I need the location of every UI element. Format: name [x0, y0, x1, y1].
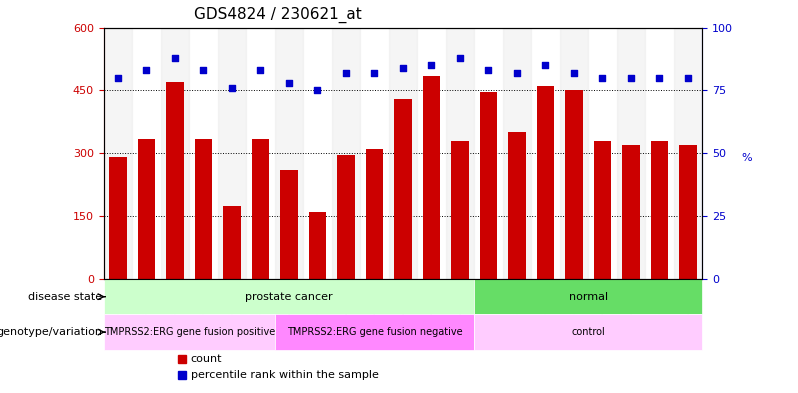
Text: GDS4824 / 230621_at: GDS4824 / 230621_at: [193, 7, 361, 23]
Bar: [566, 90, 583, 279]
FancyBboxPatch shape: [474, 279, 702, 314]
Bar: [651, 141, 668, 279]
Bar: [167, 82, 184, 279]
Point: [140, 67, 153, 73]
Bar: [446, 28, 474, 279]
Point: [311, 87, 324, 94]
Text: prostate cancer: prostate cancer: [245, 292, 333, 302]
Point: [482, 67, 495, 73]
Bar: [389, 28, 417, 279]
Bar: [679, 145, 697, 279]
Point: [340, 70, 353, 76]
Text: percentile rank within the sample: percentile rank within the sample: [191, 370, 378, 380]
Point: [226, 85, 239, 91]
Bar: [138, 139, 155, 279]
Point: [397, 64, 409, 71]
Text: normal: normal: [569, 292, 608, 302]
Bar: [280, 170, 298, 279]
Bar: [332, 28, 360, 279]
Bar: [622, 145, 639, 279]
Y-axis label: %: %: [741, 153, 753, 163]
Point: [511, 70, 523, 76]
FancyBboxPatch shape: [275, 314, 474, 350]
Bar: [394, 99, 412, 279]
Point: [254, 67, 267, 73]
Point: [596, 75, 609, 81]
Point: [567, 70, 580, 76]
Point: [282, 80, 295, 86]
Bar: [252, 139, 269, 279]
Bar: [218, 28, 247, 279]
Bar: [223, 206, 240, 279]
Bar: [617, 28, 646, 279]
Bar: [423, 76, 440, 279]
Bar: [508, 132, 526, 279]
Bar: [275, 28, 303, 279]
Point: [453, 55, 466, 61]
Point: [539, 62, 552, 68]
Point: [368, 70, 381, 76]
Bar: [480, 92, 497, 279]
Bar: [503, 28, 531, 279]
Bar: [594, 141, 611, 279]
Point: [653, 75, 666, 81]
Point: [425, 62, 438, 68]
Bar: [160, 28, 189, 279]
Bar: [338, 155, 354, 279]
Text: TMPRSS2:ERG gene fusion positive: TMPRSS2:ERG gene fusion positive: [104, 327, 275, 337]
Point: [197, 67, 210, 73]
Bar: [309, 212, 326, 279]
Bar: [537, 86, 554, 279]
Bar: [452, 141, 468, 279]
FancyBboxPatch shape: [104, 314, 275, 350]
Text: genotype/variation: genotype/variation: [0, 327, 102, 337]
Bar: [109, 158, 127, 279]
Point: [625, 75, 638, 81]
Bar: [104, 28, 132, 279]
Point: [112, 75, 124, 81]
FancyBboxPatch shape: [104, 279, 474, 314]
Bar: [366, 149, 383, 279]
Point: [168, 55, 181, 61]
Text: count: count: [191, 354, 222, 364]
Text: TMPRSS2:ERG gene fusion negative: TMPRSS2:ERG gene fusion negative: [286, 327, 462, 337]
Text: disease state: disease state: [28, 292, 102, 302]
Bar: [195, 139, 212, 279]
Text: control: control: [571, 327, 605, 337]
Bar: [559, 28, 588, 279]
Point: [681, 75, 694, 81]
FancyBboxPatch shape: [474, 314, 702, 350]
Bar: [674, 28, 702, 279]
